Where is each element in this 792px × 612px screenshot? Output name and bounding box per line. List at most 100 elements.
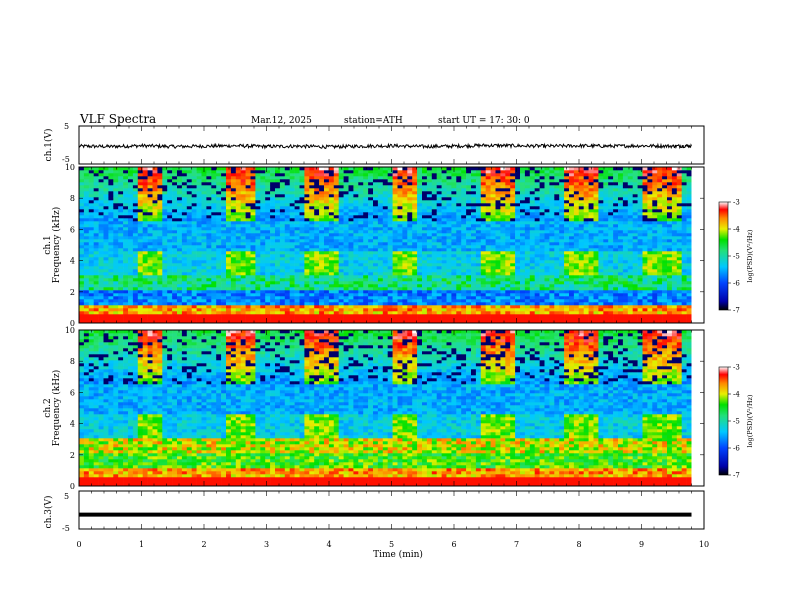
spectrogram-cell	[333, 218, 339, 222]
spectrogram-cell	[103, 287, 109, 291]
spectrogram-cell	[275, 203, 281, 207]
spectrogram-cell	[88, 305, 94, 309]
spectrogram-cell	[358, 275, 364, 279]
spectrogram-cell	[328, 293, 335, 297]
spectrogram-cell	[250, 221, 256, 225]
spectrogram-cell	[431, 257, 437, 261]
spectrogram-cell	[240, 293, 246, 297]
spectrogram-cell	[216, 296, 222, 300]
spectrogram-cell	[510, 251, 516, 255]
spectrogram-cell	[402, 227, 408, 231]
spectrogram-cell	[446, 266, 452, 270]
spectrogram-cell	[201, 203, 207, 207]
spectrogram-cell	[456, 305, 462, 309]
spectrogram-cell	[485, 173, 491, 177]
spectrogram-cell	[235, 176, 241, 180]
spectrogram-cell	[304, 170, 310, 174]
spectrogram-cell	[348, 236, 354, 240]
spectrogram-cell	[407, 302, 413, 306]
spectrogram-cell	[230, 218, 237, 222]
spectrogram-cell	[152, 182, 158, 186]
spectrogram-cell	[480, 194, 486, 198]
spectrogram-cell	[529, 194, 535, 198]
spectrogram-cell	[417, 314, 423, 318]
spectrogram-cell	[299, 179, 305, 183]
spectrogram-cell	[294, 308, 300, 312]
spectrogram-cell	[191, 290, 197, 294]
spectrogram-cell	[152, 236, 158, 240]
spectrogram-cell	[373, 218, 379, 222]
spectrogram-cell	[270, 287, 276, 291]
spectrogram-cell	[495, 254, 501, 258]
spectrogram-cell	[314, 167, 320, 171]
spectrogram-cell	[137, 218, 143, 222]
spectrogram-cell	[353, 287, 359, 291]
spectrogram-cell	[309, 170, 315, 174]
spectrogram-cell	[216, 206, 222, 210]
spectrogram-cell	[270, 245, 276, 249]
spectrogram-cell	[529, 182, 535, 186]
spectrogram-cell	[128, 230, 134, 234]
spectrogram-cell	[88, 233, 94, 237]
spectrogram-cell	[221, 167, 227, 171]
spectrogram-cell	[250, 224, 256, 228]
spectrogram-cell	[475, 275, 482, 279]
spectrogram-cell	[226, 263, 232, 267]
spectrogram-cell	[377, 197, 384, 201]
spectrogram-cell	[328, 167, 335, 171]
spectrogram-cell	[466, 233, 472, 237]
spectrogram-cell	[132, 173, 139, 177]
spectrogram-cell	[353, 299, 359, 303]
spectrogram-cell	[132, 272, 139, 276]
spectrogram-cell	[279, 317, 286, 321]
spectrogram-cell	[147, 284, 153, 288]
spectrogram-cell	[343, 317, 349, 321]
spectrogram-cell	[368, 224, 374, 228]
spectrogram-cell	[431, 269, 437, 273]
spectrogram-cell	[358, 209, 364, 213]
spectrogram-cell	[377, 254, 384, 258]
spectrogram-cell	[123, 278, 129, 282]
spectrogram-cell	[265, 293, 271, 297]
spectrogram-cell	[142, 269, 148, 273]
spectrogram-cell	[181, 257, 188, 261]
spectrogram-cell	[534, 236, 540, 240]
spectrogram-cell	[93, 305, 99, 309]
spectrogram-cell	[162, 317, 168, 321]
spectrogram-cell	[338, 206, 344, 210]
spectrogram-cell	[358, 266, 364, 270]
spectrogram-cell	[255, 278, 261, 282]
spectrogram-cell	[343, 308, 349, 312]
spectrogram-cell	[471, 203, 477, 207]
spectrogram-cell	[191, 245, 197, 249]
spectrogram-cell	[475, 314, 482, 318]
spectrogram-cell	[520, 215, 526, 219]
spectrogram-cell	[397, 263, 403, 267]
spectrogram-cell	[412, 263, 418, 267]
spectrogram-cell	[426, 170, 433, 174]
spectrogram-cell	[206, 194, 212, 198]
spectrogram-cell	[157, 305, 163, 309]
spectrogram-cell	[196, 308, 202, 312]
spectrogram-cell	[181, 254, 188, 258]
spectrogram-cell	[475, 302, 482, 306]
spectrogram-cell	[157, 263, 163, 267]
spectrogram-cell	[515, 221, 521, 225]
spectrogram-cell	[103, 305, 109, 309]
spectrogram-cell	[201, 236, 207, 240]
spectrogram-cell	[314, 281, 320, 285]
spectrogram-cell	[480, 296, 486, 300]
spectrogram-cell	[235, 254, 241, 258]
spectrogram-cell	[284, 311, 290, 315]
spectrogram-cell	[216, 230, 222, 234]
spectrogram-cell	[79, 317, 85, 321]
spectrogram-cell	[221, 203, 227, 207]
spectrogram-cell	[226, 212, 232, 216]
spectrogram-cell	[226, 236, 232, 240]
spectrogram-cell	[314, 218, 320, 222]
spectrogram-cell	[206, 203, 212, 207]
spectrogram-cell	[289, 173, 295, 177]
spectrogram-cell	[270, 206, 276, 210]
spectrogram-cell	[240, 287, 246, 291]
spectrogram-cell	[172, 191, 178, 195]
